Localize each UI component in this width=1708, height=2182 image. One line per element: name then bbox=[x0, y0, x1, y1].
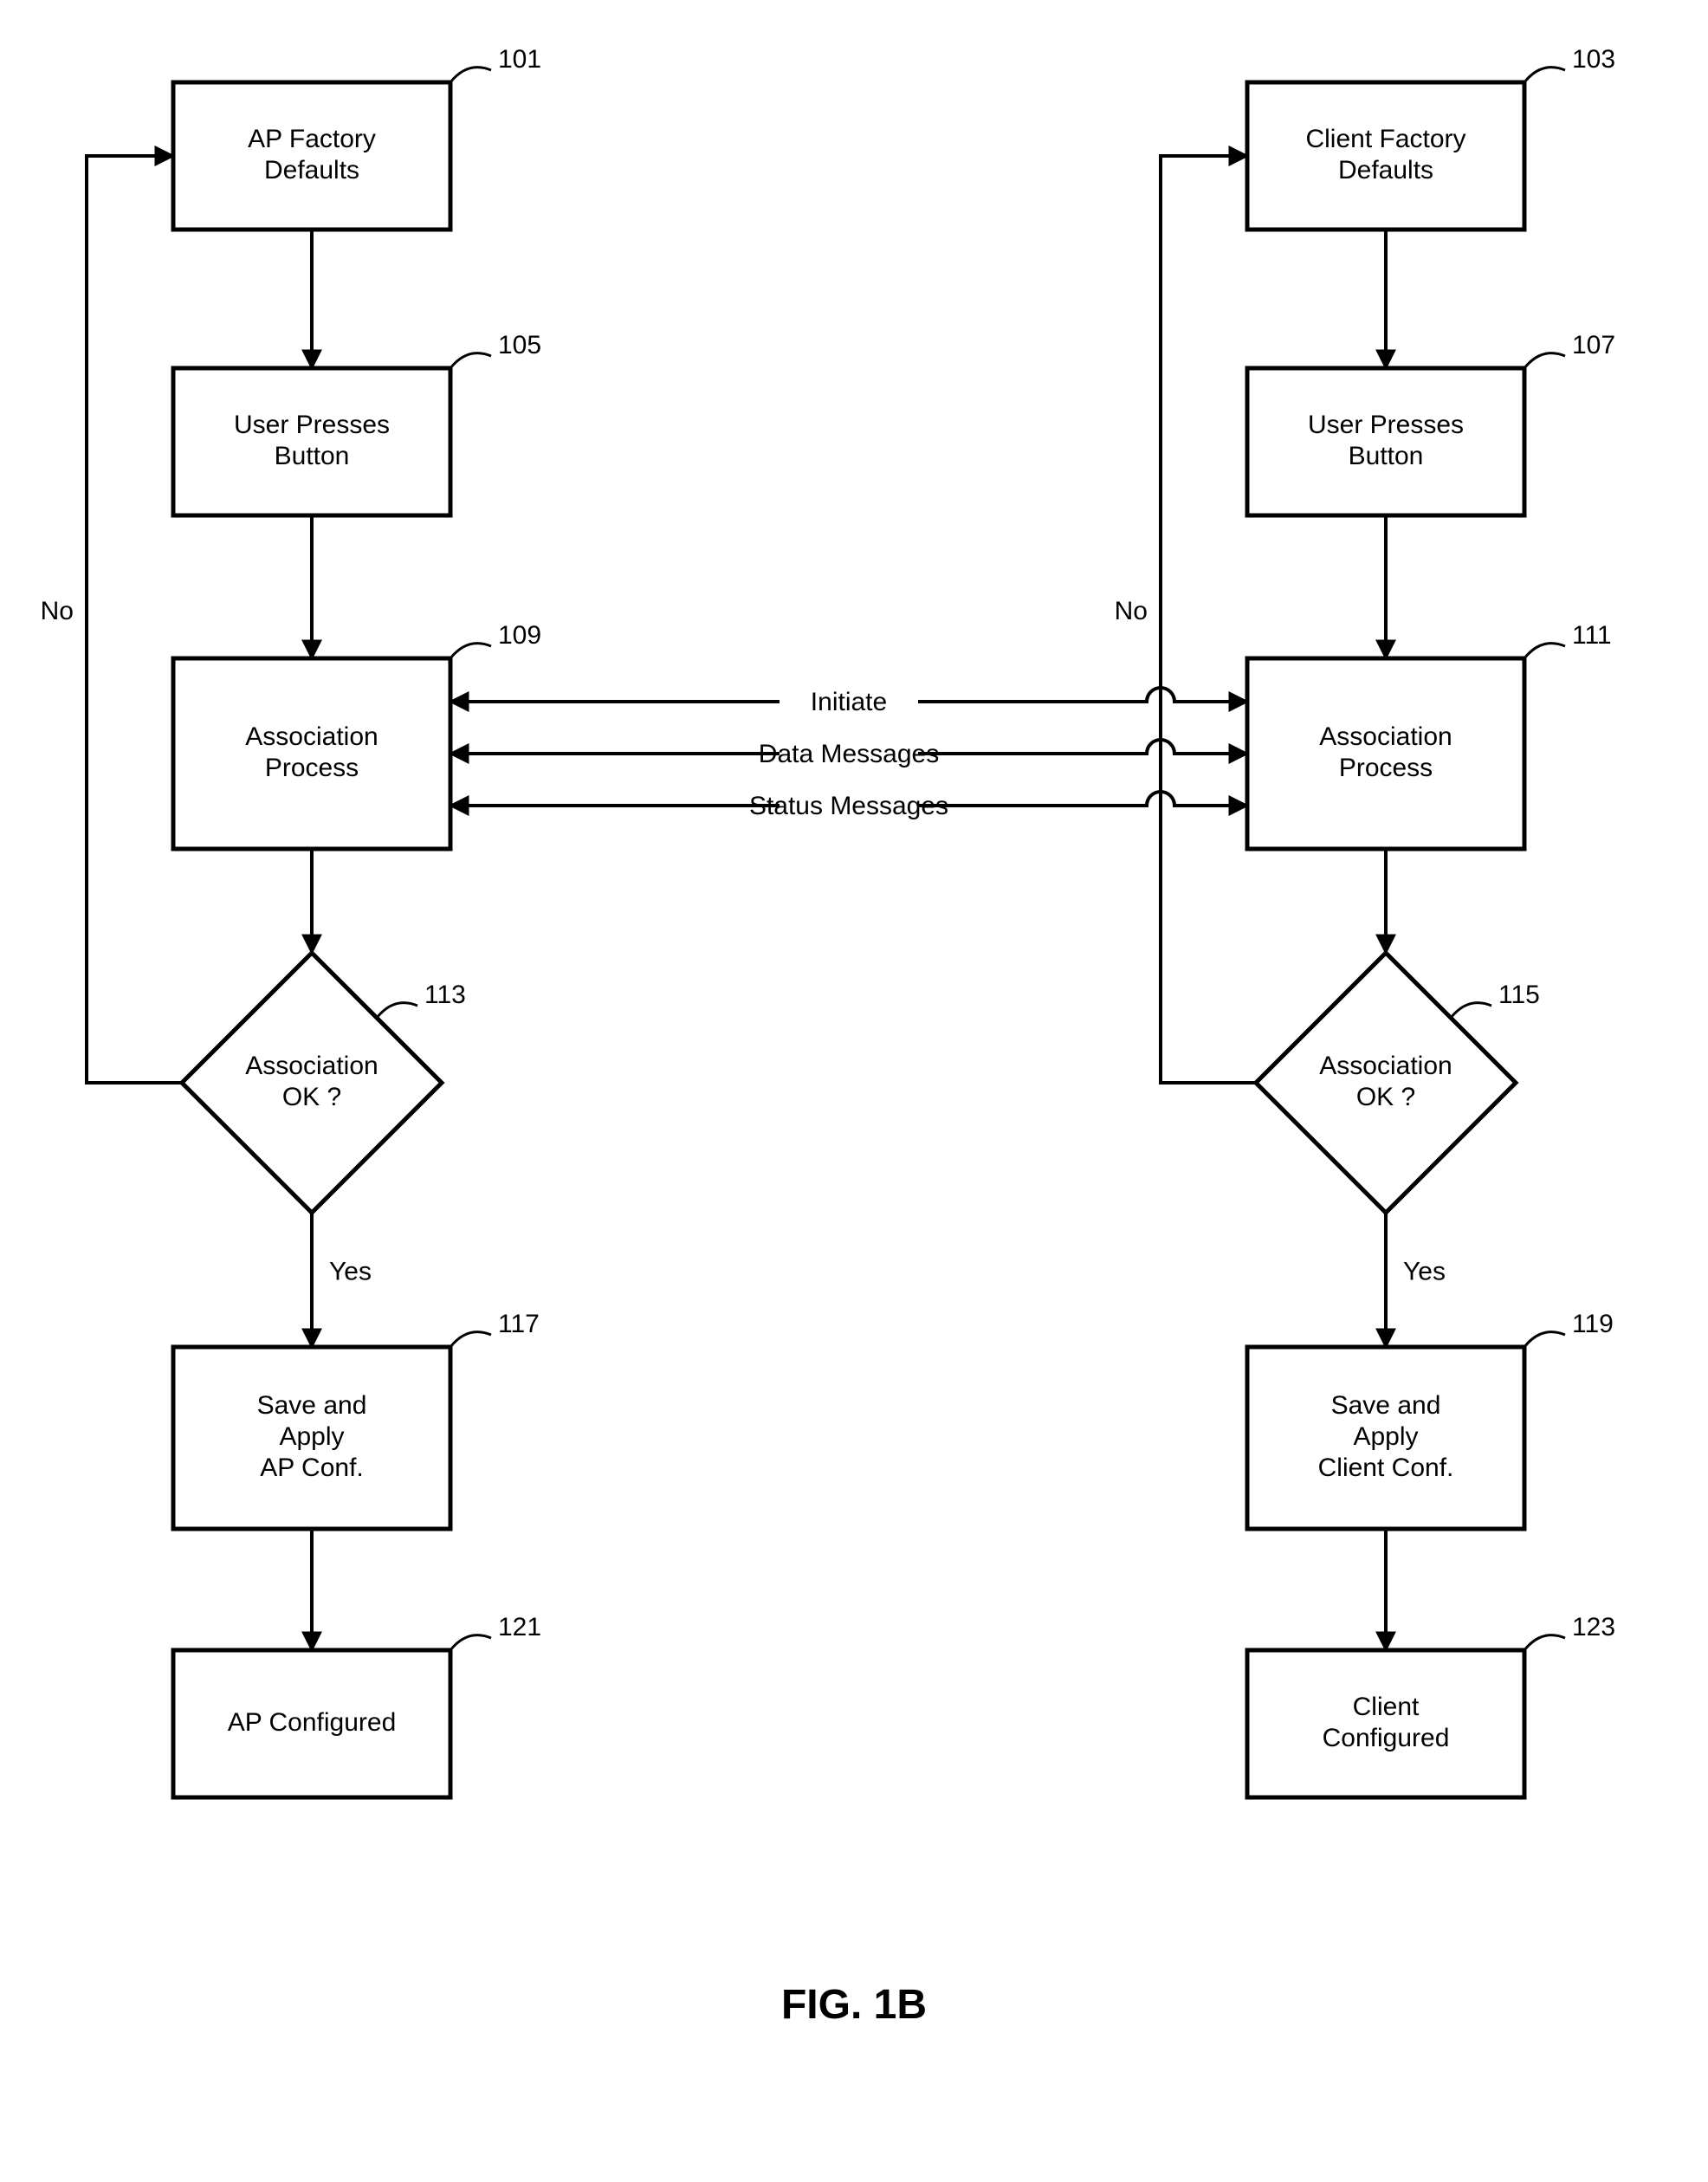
node-n103: Client Factory Defaults 103 bbox=[1247, 45, 1615, 230]
node-label: Configured bbox=[1323, 1724, 1450, 1752]
node-label: Save and bbox=[257, 1391, 367, 1420]
node-label: AP Configured bbox=[228, 1708, 397, 1737]
node-n109: Association Process 109 bbox=[173, 621, 541, 849]
node-label: Association bbox=[1319, 1052, 1452, 1080]
node-label: Save and bbox=[1331, 1391, 1441, 1420]
msg-arrow-right bbox=[918, 792, 1247, 806]
node-label: User Presses bbox=[1308, 411, 1464, 439]
node-label: OK ? bbox=[282, 1083, 341, 1111]
edge-label: No bbox=[41, 597, 74, 625]
ref-113: 113 bbox=[424, 981, 466, 1009]
no-loop bbox=[87, 156, 182, 1083]
node-label: AP Conf. bbox=[260, 1454, 364, 1482]
ref-109: 109 bbox=[498, 621, 541, 650]
ref-111: 111 bbox=[1572, 621, 1612, 650]
node-n113: Association OK ? 113 bbox=[182, 953, 466, 1213]
node-label: AP Factory bbox=[248, 125, 376, 153]
node-n107: User Presses Button 107 bbox=[1247, 331, 1615, 515]
node-label: Association bbox=[1319, 722, 1452, 751]
ref-119: 119 bbox=[1572, 1310, 1614, 1338]
node-label: Button bbox=[1349, 442, 1424, 470]
ref-101: 101 bbox=[498, 45, 541, 74]
ref-107: 107 bbox=[1572, 331, 1615, 359]
ref-123: 123 bbox=[1572, 1613, 1615, 1641]
node-label: Defaults bbox=[264, 156, 359, 185]
edge-label: No bbox=[1115, 597, 1148, 625]
node-n111: Association Process 111 bbox=[1247, 621, 1612, 849]
node-label: Apply bbox=[279, 1422, 344, 1451]
node-label: Association bbox=[245, 722, 378, 751]
node-label: Process bbox=[1339, 754, 1433, 782]
node-label: User Presses bbox=[234, 411, 390, 439]
edge-label: Yes bbox=[1403, 1258, 1446, 1286]
node-n105: User Presses Button 105 bbox=[173, 331, 541, 515]
msg-label: Status Messages bbox=[749, 792, 948, 820]
node-n123: Client Configured 123 bbox=[1247, 1613, 1615, 1797]
msg-label: Data Messages bbox=[759, 740, 939, 768]
node-n117: Save andApply AP Conf. 117 bbox=[173, 1310, 540, 1529]
msg-label: Initiate bbox=[811, 688, 887, 716]
ref-103: 103 bbox=[1572, 45, 1615, 74]
ref-121: 121 bbox=[498, 1613, 541, 1641]
msg-arrow-right bbox=[918, 740, 1247, 754]
node-label: Client Factory bbox=[1305, 125, 1465, 153]
ref-117: 117 bbox=[498, 1310, 540, 1338]
node-n101: AP Factory Defaults 101 bbox=[173, 45, 541, 230]
figure-title: FIG. 1B bbox=[781, 1982, 927, 2028]
node-label: Apply bbox=[1353, 1422, 1418, 1451]
ref-115: 115 bbox=[1498, 981, 1540, 1009]
node-n115: Association OK ? 115 bbox=[1256, 953, 1540, 1213]
node-n121: AP Configured 121 bbox=[173, 1613, 541, 1797]
node-label: Association bbox=[245, 1052, 378, 1080]
node-label: Process bbox=[265, 754, 359, 782]
ref-105: 105 bbox=[498, 331, 541, 359]
no-loop bbox=[1161, 156, 1256, 1083]
node-n119: Save andApply Client Conf. 119 bbox=[1247, 1310, 1614, 1529]
msg-arrow-right bbox=[918, 688, 1247, 702]
edge-label: Yes bbox=[329, 1258, 372, 1286]
node-label: Defaults bbox=[1338, 156, 1433, 185]
node-label: Client Conf. bbox=[1318, 1454, 1454, 1482]
node-label: OK ? bbox=[1356, 1083, 1415, 1111]
node-label: Button bbox=[275, 442, 350, 470]
node-label: Client bbox=[1353, 1693, 1420, 1721]
